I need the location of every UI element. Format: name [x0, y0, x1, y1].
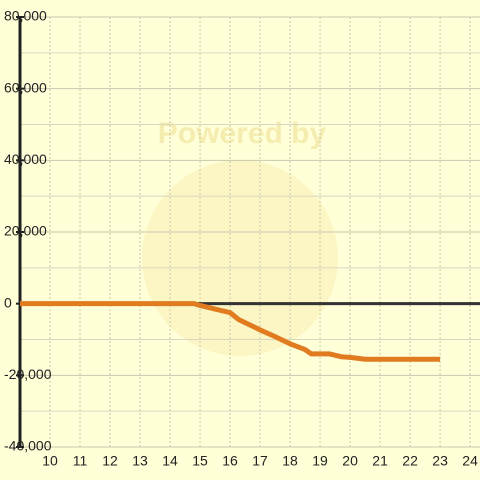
watermark: Powered by — [158, 117, 327, 150]
x-tick-label: 21 — [372, 453, 388, 469]
x-tick-label: 16 — [222, 453, 238, 469]
x-tick-label: 19 — [312, 453, 328, 469]
x-tick-label: 20 — [342, 453, 358, 469]
data-line — [20, 301, 441, 362]
x-tick-label: 15 — [192, 453, 208, 469]
y-tick-label: 0 — [4, 294, 12, 310]
x-tick-label: 24 — [462, 453, 478, 469]
x-tick-label: 14 — [162, 453, 178, 469]
x-tick-label: 12 — [102, 453, 118, 469]
y-tick-label: 60,000 — [4, 79, 47, 95]
y-tick-label: 20,000 — [4, 223, 47, 239]
x-tick-label: 13 — [132, 453, 148, 469]
y-tick-label: -20,000 — [4, 366, 52, 382]
x-tick-label: 10 — [42, 453, 58, 469]
watermark-logo — [142, 160, 338, 356]
x-tick-label: 18 — [282, 453, 298, 469]
x-tick-label: 22 — [402, 453, 418, 469]
y-tick-label: 40,000 — [4, 151, 47, 167]
y-tick-label: -40,000 — [4, 438, 52, 454]
x-tick-label: 11 — [73, 453, 88, 469]
y-tick-label: 80,000 — [4, 8, 47, 24]
x-tick-label: 23 — [432, 453, 448, 469]
x-tick-label: 17 — [252, 453, 268, 469]
